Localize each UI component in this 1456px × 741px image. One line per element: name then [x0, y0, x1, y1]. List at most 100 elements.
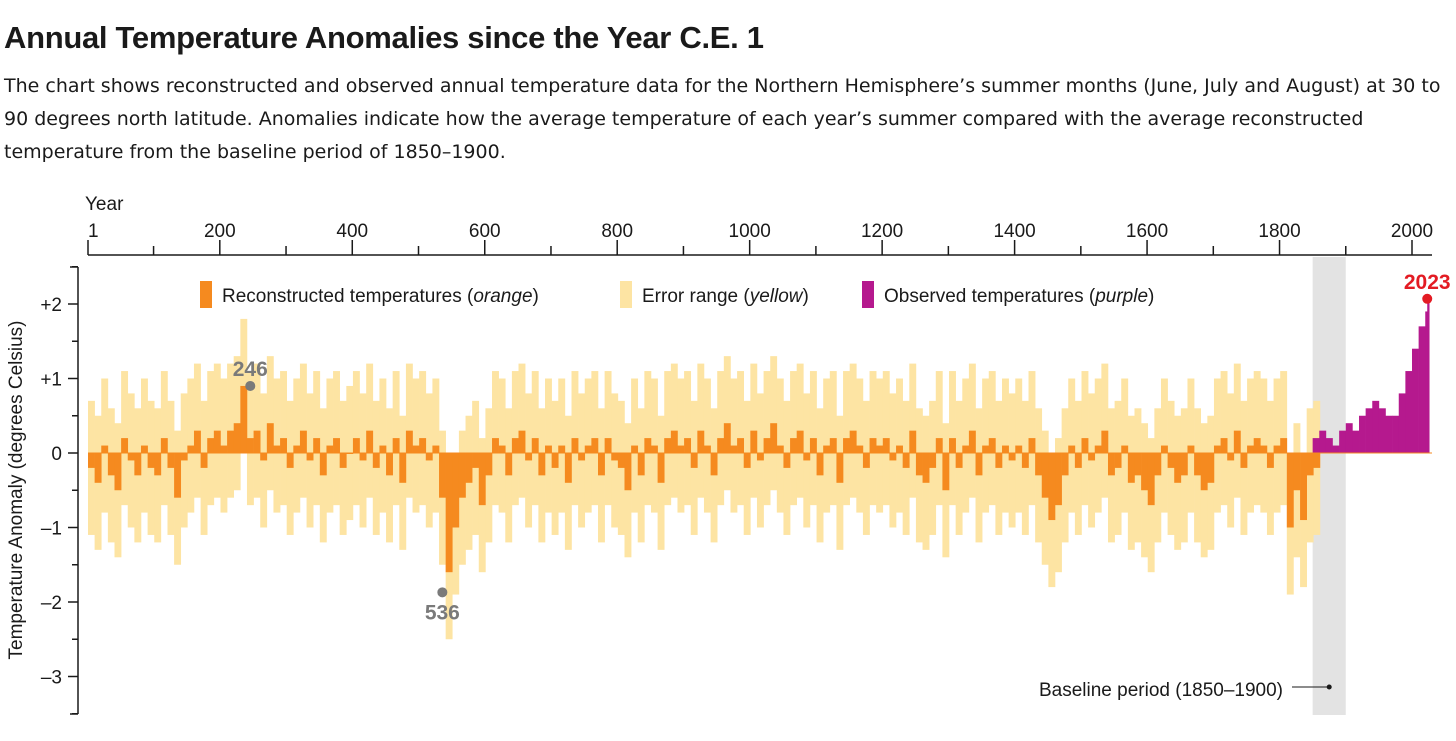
reconstructed-bar: [909, 430, 917, 453]
y-tick-label: –3: [41, 668, 62, 689]
reconstructed-bar: [372, 453, 380, 468]
observed-bar: [1359, 415, 1366, 453]
error-range-bar: [339, 400, 347, 535]
reconstructed-bar: [796, 430, 804, 453]
error-range-bar: [478, 438, 486, 573]
reconstructed-bar: [862, 453, 870, 468]
reconstructed-bar: [273, 445, 281, 453]
reconstructed-bar: [935, 438, 943, 453]
error-range-bar: [1021, 400, 1029, 535]
y-tick-label: –1: [41, 519, 62, 540]
error-range-bar: [372, 400, 380, 535]
reconstructed-bar: [756, 453, 764, 461]
reconstructed-bar: [743, 453, 751, 468]
reconstructed-bar: [783, 453, 791, 468]
reconstructed-bar: [1055, 453, 1062, 506]
reconstructed-bar: [869, 438, 877, 453]
reconstructed-bar: [1200, 453, 1208, 491]
error-range-bar: [280, 371, 287, 506]
reconstructed-bar: [843, 438, 850, 453]
reconstructed-bar: [405, 430, 413, 453]
reconstructed-bar: [1313, 453, 1321, 468]
x-tick-label: 800: [601, 221, 633, 242]
x-axis-label: Year: [85, 194, 124, 215]
reconstructed-bar: [458, 453, 466, 498]
annotation-dot: [437, 587, 448, 598]
reconstructed-bar: [538, 453, 546, 476]
error-range-bar: [1253, 371, 1261, 506]
reconstructed-bar: [392, 438, 400, 453]
error-range-bar: [809, 371, 817, 506]
reconstructed-bar: [505, 453, 513, 476]
reconstructed-bar: [650, 445, 658, 453]
reconstructed-bar: [1134, 453, 1142, 476]
reconstructed-bar: [472, 453, 480, 468]
reconstructed-bar: [644, 438, 652, 453]
legend-label: Error range (yellow): [642, 286, 809, 307]
error-range-bar: [531, 371, 539, 506]
reconstructed-bar: [233, 423, 241, 453]
chart-title: Annual Temperature Anomalies since the Y…: [4, 20, 764, 55]
reconstructed-bar: [333, 438, 340, 453]
observed-bar: [1332, 445, 1340, 453]
legend-label: Reconstructed temperatures (orange): [222, 286, 539, 307]
observed-bar: [1425, 311, 1428, 453]
annotation-label: 2023: [1404, 271, 1451, 294]
reconstructed-bar: [1240, 453, 1248, 468]
reconstructed-bar: [684, 438, 692, 453]
reconstructed-bar: [432, 445, 440, 453]
error-range-bar: [690, 400, 698, 535]
error-range-bar: [333, 371, 340, 506]
observed-bar: [1345, 423, 1353, 453]
reconstructed-bar: [1286, 453, 1294, 528]
error-range-bar: [929, 400, 937, 535]
reconstructed-bar: [664, 438, 672, 453]
reconstructed-bar: [359, 453, 367, 461]
reconstructed-bar: [1147, 453, 1155, 506]
reconstructed-bar: [1207, 453, 1215, 483]
reconstructed-bar: [478, 453, 486, 506]
error-range-bar: [200, 400, 208, 535]
error-range-bar: [313, 371, 321, 506]
reconstructed-bar: [1141, 453, 1149, 491]
x-tick-label: 200: [204, 221, 236, 242]
reconstructed-bar: [1154, 453, 1162, 476]
error-range-bar: [644, 371, 652, 506]
observed-bar: [1418, 326, 1426, 453]
error-range-bar: [246, 371, 254, 506]
y-tick-label: +2: [40, 295, 62, 316]
error-range-bar: [717, 371, 725, 506]
reconstructed-bar: [167, 453, 175, 468]
reconstructed-bar: [518, 430, 526, 453]
error-range-bar: [1313, 400, 1321, 535]
reconstructed-bar: [121, 438, 129, 453]
reconstructed-bar: [419, 438, 427, 453]
observed-bar: [1385, 415, 1393, 453]
reconstructed-bar: [1227, 453, 1235, 461]
reconstructed-bar: [1300, 453, 1307, 521]
reconstructed-bar: [1187, 445, 1195, 453]
reconstructed-bar: [1266, 453, 1274, 468]
reconstructed-bar: [1114, 453, 1122, 468]
error-range-bar: [1055, 438, 1062, 573]
reconstructed-bar: [1094, 445, 1102, 453]
y-tick-label: 0: [51, 444, 62, 465]
reconstructed-bar: [604, 438, 612, 453]
reconstructed-bar: [260, 453, 268, 461]
reconstructed-bar: [1068, 445, 1076, 453]
y-axis-label: Temperature Anomaly (degrees Celsius): [6, 321, 27, 660]
reconstructed-bar: [1260, 445, 1268, 453]
reconstructed-bar: [1088, 453, 1096, 461]
reconstructed-bar: [1061, 453, 1069, 476]
reconstructed-bar: [154, 453, 162, 476]
error-range-bar: [1114, 400, 1122, 535]
reconstructed-bar: [1021, 453, 1029, 468]
reconstructed-bar: [386, 453, 393, 476]
reconstructed-bar: [1081, 438, 1089, 453]
reconstructed-bar: [313, 438, 321, 453]
observed-bar: [1392, 415, 1400, 453]
reconstructed-bar: [551, 453, 559, 468]
y-tick-label: –2: [41, 593, 62, 614]
error-range-bar: [737, 371, 745, 506]
